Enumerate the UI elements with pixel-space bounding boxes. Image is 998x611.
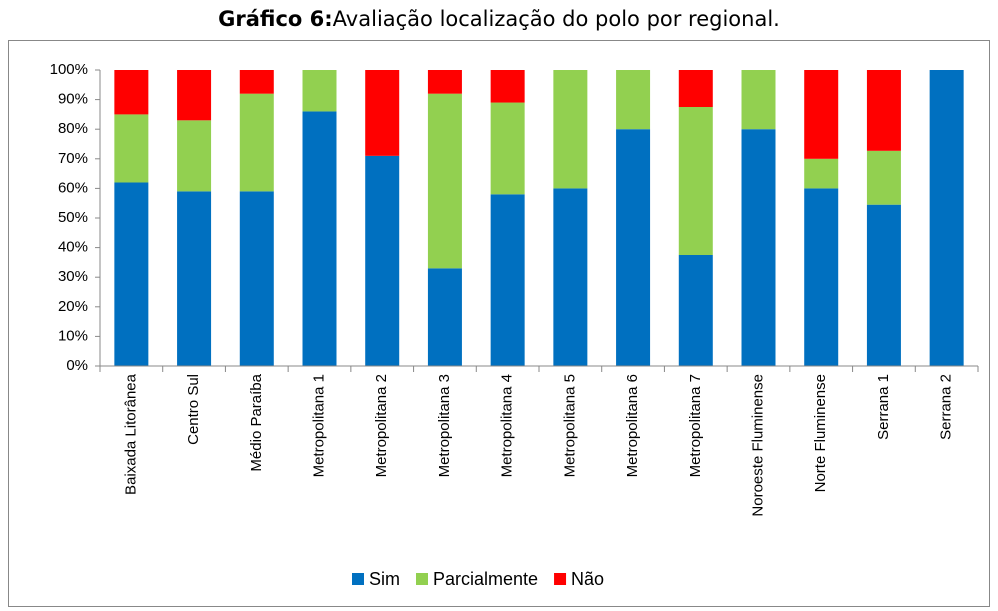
- x-tick-label: Metropolitana 3: [436, 374, 453, 477]
- x-tick-label: Metropolitana 1: [310, 374, 327, 477]
- y-tick-label: 60%: [58, 179, 88, 196]
- y-tick-label: 70%: [58, 150, 88, 167]
- bar-segment: [741, 129, 776, 366]
- title-bold: Gráfico 6:: [218, 7, 333, 31]
- legend-swatch: [352, 573, 364, 585]
- bar-segment: [616, 129, 651, 366]
- bar-segment: [177, 70, 212, 121]
- bar-segment: [114, 70, 149, 115]
- bar-segment: [427, 93, 462, 269]
- x-tick-label: Médio Paraíba: [248, 373, 265, 471]
- y-tick-label: 80%: [58, 120, 88, 137]
- bar-segment: [616, 70, 651, 130]
- bar-segment: [678, 107, 713, 255]
- bar-segment: [114, 114, 149, 183]
- bar-segment: [804, 158, 839, 189]
- y-tick-label: 40%: [58, 239, 88, 256]
- y-tick-label: 20%: [58, 298, 88, 315]
- x-tick-label: Norte Fluminense: [812, 374, 829, 492]
- chart-title: Gráfico 6:Avaliação localização do polo …: [218, 7, 780, 31]
- x-tick-label: Serrana 1: [875, 374, 892, 440]
- y-tick-label: 0%: [66, 357, 88, 374]
- bar-segment: [804, 70, 839, 159]
- legend-label: Não: [571, 569, 604, 589]
- bar-segment: [678, 70, 713, 107]
- legend-swatch: [554, 573, 567, 585]
- bar-segment: [490, 102, 525, 195]
- bar-segment: [678, 255, 713, 366]
- y-tick-label: 90%: [58, 91, 88, 108]
- bar-segment: [239, 93, 274, 192]
- bar-segment: [365, 155, 400, 366]
- bar-segment: [239, 70, 274, 94]
- title-text: Avaliação localização do polo por region…: [333, 7, 780, 31]
- bar-segment: [866, 150, 901, 205]
- bar-segment: [114, 182, 149, 366]
- x-tick-label: Noroeste Fluminense: [749, 374, 766, 517]
- x-tick-label: Baixada Litorânea: [122, 373, 139, 495]
- bar-segment: [177, 191, 212, 366]
- bar-segment: [804, 188, 839, 366]
- x-tick-label: Metropolitana 6: [624, 374, 641, 477]
- x-tick-label: Centro Sul: [185, 374, 202, 445]
- y-tick-label: 50%: [58, 209, 88, 226]
- bar-segment: [365, 70, 400, 156]
- bar-segment: [427, 70, 462, 94]
- legend-label: Sim: [369, 569, 400, 589]
- bar-segment: [239, 191, 274, 366]
- bar-segment: [929, 70, 964, 366]
- y-tick-label: 30%: [58, 268, 88, 285]
- bar-segment: [866, 204, 901, 366]
- x-tick-label: Metropolitana 5: [561, 374, 578, 477]
- x-tick-label: Metropolitana 4: [499, 374, 516, 477]
- bar-segment: [741, 70, 776, 130]
- x-tick-label: Metropolitana 7: [687, 374, 704, 477]
- y-tick-label: 10%: [58, 327, 88, 344]
- legend-swatch: [416, 573, 428, 585]
- bar-segment: [866, 70, 901, 151]
- bar-segment: [177, 120, 212, 192]
- bar-segment: [490, 194, 525, 366]
- bar-segment: [427, 268, 462, 366]
- bar-segment: [302, 111, 337, 366]
- x-tick-label: Metropolitana 2: [373, 374, 390, 477]
- bar-segment: [302, 70, 337, 112]
- bar-segment: [553, 188, 588, 366]
- y-tick-label: 100%: [50, 61, 88, 78]
- x-tick-label: Serrana 2: [938, 374, 955, 440]
- legend-label: Parcialmente: [433, 569, 538, 589]
- bar-segment: [553, 70, 588, 189]
- chart-border: [8, 40, 990, 607]
- bar-segment: [490, 70, 525, 103]
